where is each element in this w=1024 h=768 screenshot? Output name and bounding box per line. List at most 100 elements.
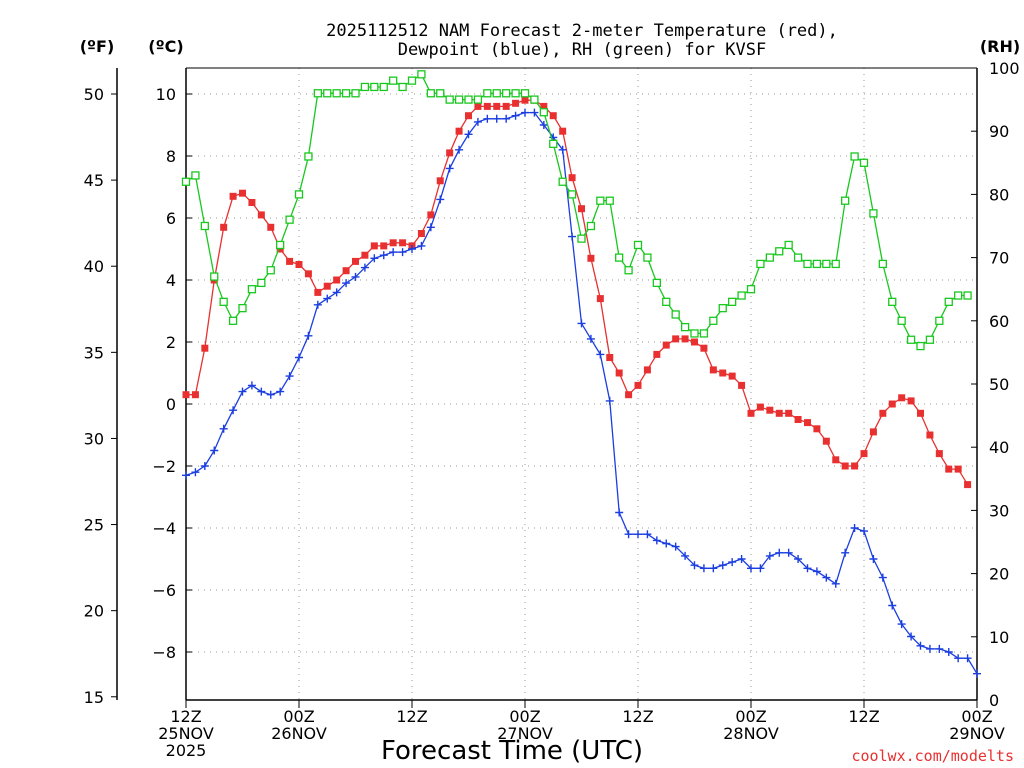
relative-humidity-point xyxy=(530,95,539,104)
dewpoint-point xyxy=(643,530,652,539)
2-meter-temperature-point xyxy=(634,381,642,389)
relative-humidity-point xyxy=(558,177,567,186)
fahrenheit-tick-label: 30 xyxy=(84,429,104,448)
dewpoint-point xyxy=(210,446,219,455)
2-meter-temperature-point xyxy=(945,465,953,473)
2-meter-temperature-point xyxy=(794,416,802,423)
dewpoint-point xyxy=(511,111,520,120)
2-meter-temperature-point xyxy=(427,211,435,219)
relative-humidity-point xyxy=(266,266,275,275)
relative-humidity-point xyxy=(417,70,426,79)
2-meter-temperature-point xyxy=(352,257,359,265)
relative-humidity-point xyxy=(859,158,869,167)
dewpoint-point xyxy=(944,648,953,656)
relative-humidity-point xyxy=(718,304,727,313)
time-tick-label: 00Z xyxy=(283,707,314,726)
dewpoint-point xyxy=(502,114,511,123)
2-meter-temperature-point xyxy=(578,205,585,213)
2-meter-temperature-point xyxy=(719,369,727,377)
celsius-tick-label: 6 xyxy=(166,209,176,228)
2-meter-temperature-point xyxy=(182,391,190,399)
dewpoint-point xyxy=(954,654,963,663)
rh-tick-label: 50 xyxy=(989,375,1009,394)
2-meter-temperature-point xyxy=(653,350,661,358)
rh-tick-label: 100 xyxy=(989,59,1020,78)
dewpoint-point xyxy=(558,145,567,154)
2-meter-temperature-line xyxy=(186,99,969,485)
time-tick-label: 25NOV xyxy=(158,724,214,743)
dewpoint-point xyxy=(389,248,398,257)
2-meter-temperature-point xyxy=(342,267,350,275)
relative-humidity-point xyxy=(878,259,887,269)
relative-humidity-point xyxy=(944,297,953,306)
time-tick-label: 26NOV xyxy=(271,724,327,743)
dewpoint-point xyxy=(426,223,435,232)
relative-humidity-point xyxy=(963,291,972,300)
rh-tick-label: 90 xyxy=(989,122,1009,141)
relative-humidity-point xyxy=(709,316,718,325)
dewpoint-point xyxy=(935,644,944,653)
dewpoint-point xyxy=(709,564,718,573)
2-meter-temperature-point xyxy=(220,223,228,231)
relative-humidity-point xyxy=(662,297,671,306)
dewpoint-point xyxy=(728,558,737,567)
dewpoint-point xyxy=(973,669,981,678)
time-tick-label: 12Z xyxy=(622,707,653,726)
2-meter-temperature-point xyxy=(738,381,746,389)
2-meter-temperature-point xyxy=(521,96,529,104)
dewpoint-point xyxy=(605,396,614,405)
2-meter-temperature-point xyxy=(832,456,840,464)
relative-humidity-point xyxy=(473,95,483,104)
dewpoint-point xyxy=(266,390,275,399)
2-meter-temperature-point xyxy=(361,251,369,259)
relative-humidity-point xyxy=(257,278,266,288)
2-meter-temperature-point xyxy=(417,230,425,237)
2-meter-temperature-point xyxy=(898,394,906,402)
relative-humidity-point xyxy=(699,329,709,338)
2-meter-temperature-point xyxy=(804,419,811,427)
rh-tick-label: 60 xyxy=(989,312,1009,331)
credit-link[interactable]: coolwx.com/modelts xyxy=(851,747,1014,765)
2-meter-temperature-point xyxy=(907,397,915,405)
time-tick-label: 00Z xyxy=(509,707,540,726)
2-meter-temperature-point xyxy=(851,462,859,470)
relative-humidity-point xyxy=(567,190,577,199)
chart-title-line-2: Dewpoint (blue), RH (green) for KVSF xyxy=(398,40,766,60)
dewpoint-point xyxy=(219,424,228,433)
relative-humidity-point xyxy=(586,221,596,231)
dewpoint-point xyxy=(342,279,351,288)
celsius-tick-label: 4 xyxy=(166,271,176,290)
2-meter-temperature-point xyxy=(917,409,924,417)
relative-humidity-point xyxy=(605,196,614,205)
2-meter-temperature-point xyxy=(465,112,472,120)
dewpoint-series xyxy=(182,108,981,678)
2-meter-temperature-point xyxy=(888,400,896,408)
relative-humidity-point xyxy=(643,253,652,262)
relative-humidity-point xyxy=(332,89,341,98)
relative-humidity-point xyxy=(906,335,916,344)
relative-humidity-point xyxy=(577,234,586,243)
dewpoint-point xyxy=(200,462,209,470)
relative-humidity-point xyxy=(737,291,746,300)
2-meter-temperature-point xyxy=(709,366,717,374)
dewpoint-point xyxy=(765,551,774,560)
dewpoint-point xyxy=(860,527,868,536)
relative-humidity-point xyxy=(294,190,304,199)
relative-humidity-point xyxy=(351,89,360,98)
celsius-tick-label: −4 xyxy=(152,519,176,538)
relative-humidity-point xyxy=(511,89,520,98)
relative-humidity-point xyxy=(756,259,765,269)
2-meter-temperature-point xyxy=(239,189,246,197)
relative-humidity-point xyxy=(652,278,661,288)
relative-humidity-point xyxy=(304,152,313,161)
2-meter-temperature-point xyxy=(728,372,736,380)
relative-humidity-point xyxy=(624,266,633,275)
time-tick-label: 27NOV xyxy=(497,724,553,743)
2-meter-temperature-point xyxy=(323,282,331,290)
relative-humidity-point xyxy=(897,316,906,325)
relative-humidity-point xyxy=(596,196,605,205)
relative-humidity-line xyxy=(185,73,968,347)
dewpoint-point xyxy=(925,644,934,653)
